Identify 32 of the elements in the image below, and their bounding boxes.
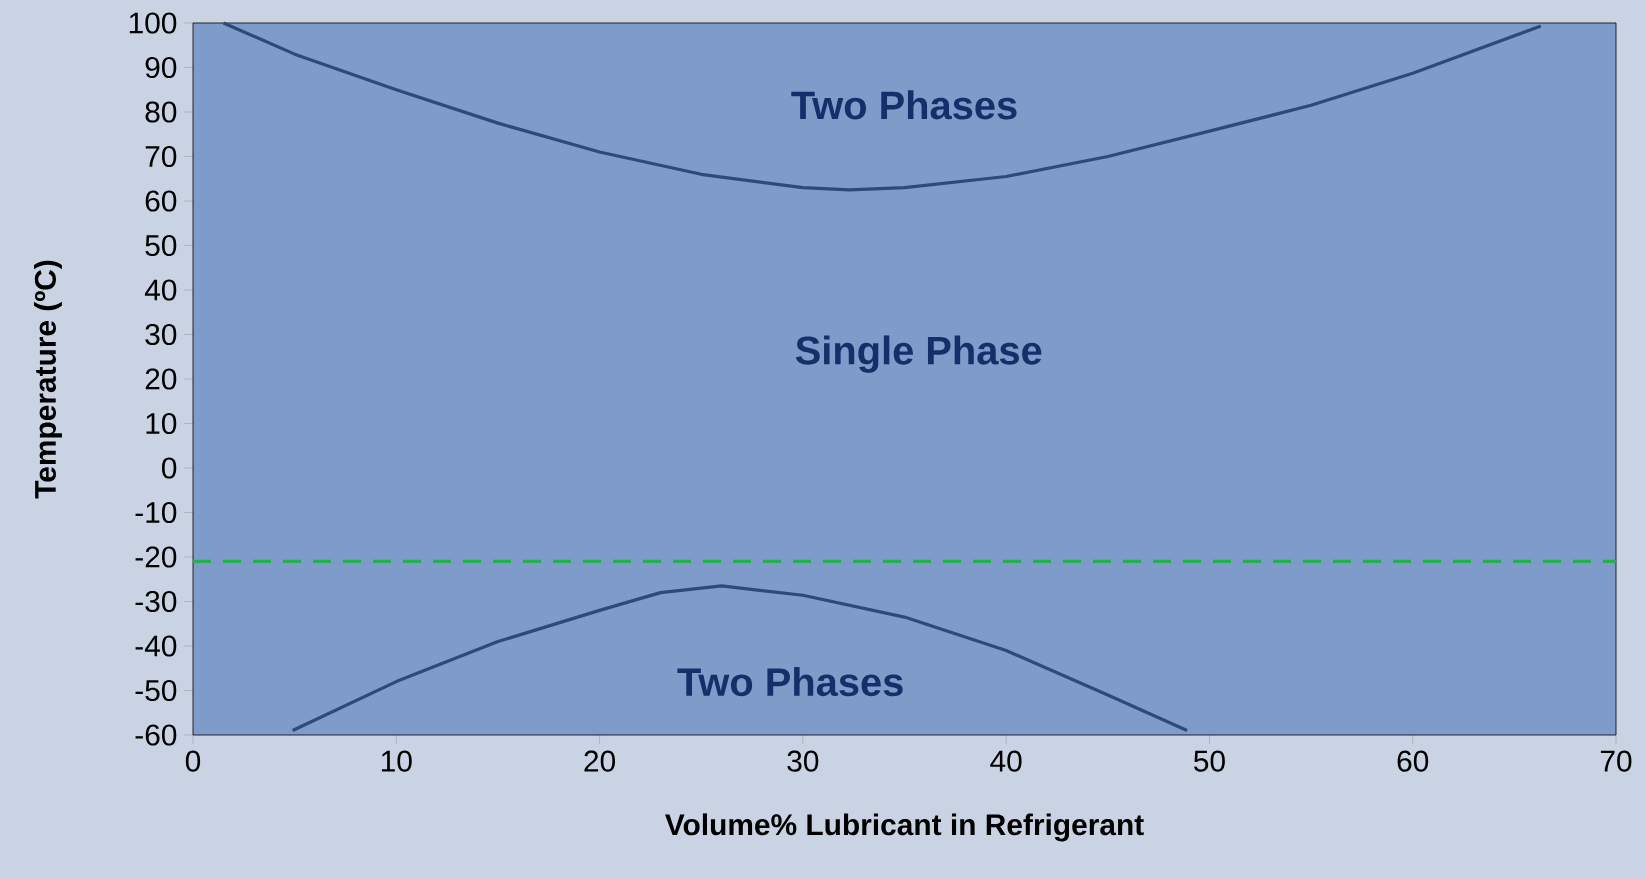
y-tick-label: 100 — [129, 12, 177, 34]
x-axis-title: Volume% Lubricant in Refrigerant — [665, 813, 1144, 842]
line-series — [221, 21, 1543, 192]
line-series — [291, 584, 1189, 733]
y-tick-label: 60 — [145, 190, 177, 212]
x-tick-label: 50 — [1194, 750, 1225, 772]
y-tick-label: 10 — [146, 412, 177, 435]
y-axis-title: Temperature (ºC) — [34, 260, 62, 499]
y-tick-label: -10 — [135, 501, 177, 524]
y-tick-label: 30 — [145, 323, 177, 346]
y-tick-label: -50 — [135, 679, 177, 702]
y-tick-label: -60 — [135, 724, 177, 746]
annotation: Single Phase — [795, 335, 1042, 373]
x-tick-label: 30 — [787, 750, 819, 772]
x-tick-label: 70 — [1600, 750, 1632, 772]
y-tick-label: -30 — [135, 590, 177, 613]
y-tick-label: 20 — [145, 368, 177, 390]
annotation: Two Phases — [791, 90, 1017, 120]
y-tick-label: 0 — [161, 457, 177, 479]
y-tick-label: 70 — [145, 145, 177, 168]
x-tick-label: 20 — [584, 750, 616, 772]
y-tick-label: 50 — [145, 234, 177, 257]
y-tick-label: -40 — [135, 635, 177, 657]
x-tick-label: 60 — [1397, 750, 1429, 772]
y-tick-label: 90 — [145, 56, 177, 79]
x-tick-label: 40 — [990, 750, 1022, 772]
y-tick-label: 80 — [145, 101, 177, 123]
y-tick-label: -20 — [135, 546, 177, 568]
x-tick-label: 10 — [381, 750, 412, 772]
y-tick-label: 40 — [144, 279, 177, 301]
x-tick-label: 0 — [185, 750, 201, 772]
annotation: Two Phases — [677, 666, 903, 697]
